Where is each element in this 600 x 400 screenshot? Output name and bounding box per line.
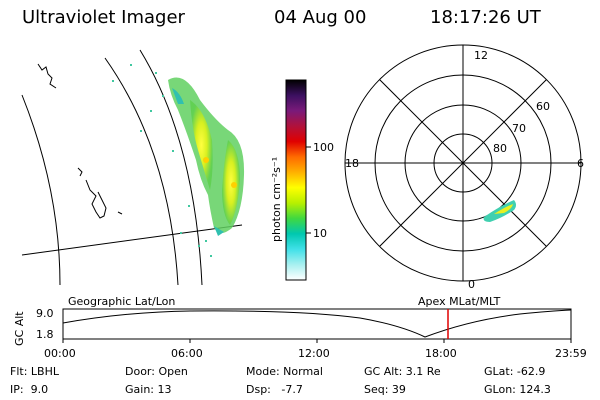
altitude-curve — [62, 309, 572, 338]
mlt-label-6: 6 — [577, 157, 584, 170]
time-tick-label: 00:00 — [44, 347, 76, 360]
instrument-title: Ultraviolet Imager — [22, 7, 185, 28]
lat-label-70: 70 — [512, 122, 526, 135]
glon-field: GLon: 124.3 — [484, 383, 551, 396]
lat-label-80: 80 — [493, 142, 507, 155]
dsp-field: Dsp: -7.7 — [246, 383, 303, 396]
colorbar-unit-label: photon cm⁻²s⁻¹ — [270, 157, 283, 242]
seq-field: Seq: 39 — [364, 383, 406, 396]
time-tick-label: 18:00 — [425, 347, 457, 360]
lat-label-60: 60 — [536, 100, 550, 113]
glat-field: GLat: -62.9 — [484, 365, 546, 378]
coastline — [77, 167, 107, 219]
time-tick-label: 12:00 — [298, 347, 330, 360]
filter-field: Flt: LBHL — [10, 365, 59, 378]
mlt-label-12: 12 — [474, 49, 488, 62]
mlt-label-0: 0 — [468, 278, 475, 291]
altitude-tick-label: 1.8 — [36, 328, 54, 341]
meridian-line — [104, 57, 179, 286]
coastline — [37, 63, 57, 89]
mode-field: Mode: Normal — [246, 365, 323, 378]
door-field: Door: Open — [125, 365, 188, 378]
ip-field: IP: 9.0 — [10, 383, 49, 396]
geographic-panel-label: Geographic Lat/Lon — [68, 295, 175, 308]
gain-field: Gain: 13 — [125, 383, 172, 396]
colorbar-tick-label: 10 — [313, 227, 327, 240]
polar-panel-label: Apex MLat/MLT — [418, 295, 501, 308]
time-tick-label: 23:59 — [555, 347, 587, 360]
altitude-tick-label: 9.0 — [36, 307, 54, 320]
aurora-emission — [112, 64, 245, 257]
altitude-strip: 9.0 1.8 GC Alt 00:00 06:00 12:00 18:00 2… — [13, 307, 587, 360]
meridian-line — [139, 49, 203, 286]
meridian-line — [21, 94, 61, 286]
colorbar-scale — [285, 79, 307, 281]
time-tick-label: 06:00 — [171, 347, 203, 360]
observation-date: 04 Aug 00 — [274, 7, 367, 28]
observation-time: 18:17:26 UT — [430, 7, 541, 28]
colorbar-tick-label: 100 — [313, 141, 334, 154]
mlt-label-18: 18 — [345, 157, 359, 170]
colorbar: 100 10 photon cm⁻²s⁻¹ — [270, 79, 334, 281]
coastline — [117, 211, 123, 215]
parallel-line — [21, 224, 243, 256]
mlt-axis — [379, 79, 547, 247]
polar-plot: 12 18 6 0 60 70 80 — [344, 44, 584, 291]
altitude-axis-label: GC Alt — [13, 311, 26, 346]
geographic-map — [21, 49, 245, 286]
gc-alt-field: GC Alt: 3.1 Re — [364, 365, 441, 378]
polar-aurora — [483, 200, 516, 222]
